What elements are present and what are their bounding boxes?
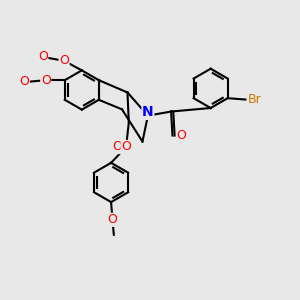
Text: O: O — [38, 50, 48, 63]
Text: O: O — [121, 140, 131, 154]
Text: O: O — [107, 213, 117, 226]
Text: O: O — [112, 140, 122, 154]
Text: O: O — [20, 75, 29, 88]
Text: N: N — [142, 105, 154, 119]
Text: O: O — [59, 54, 69, 67]
Text: Br: Br — [248, 93, 262, 106]
Text: O: O — [177, 129, 186, 142]
Text: O: O — [41, 74, 51, 87]
